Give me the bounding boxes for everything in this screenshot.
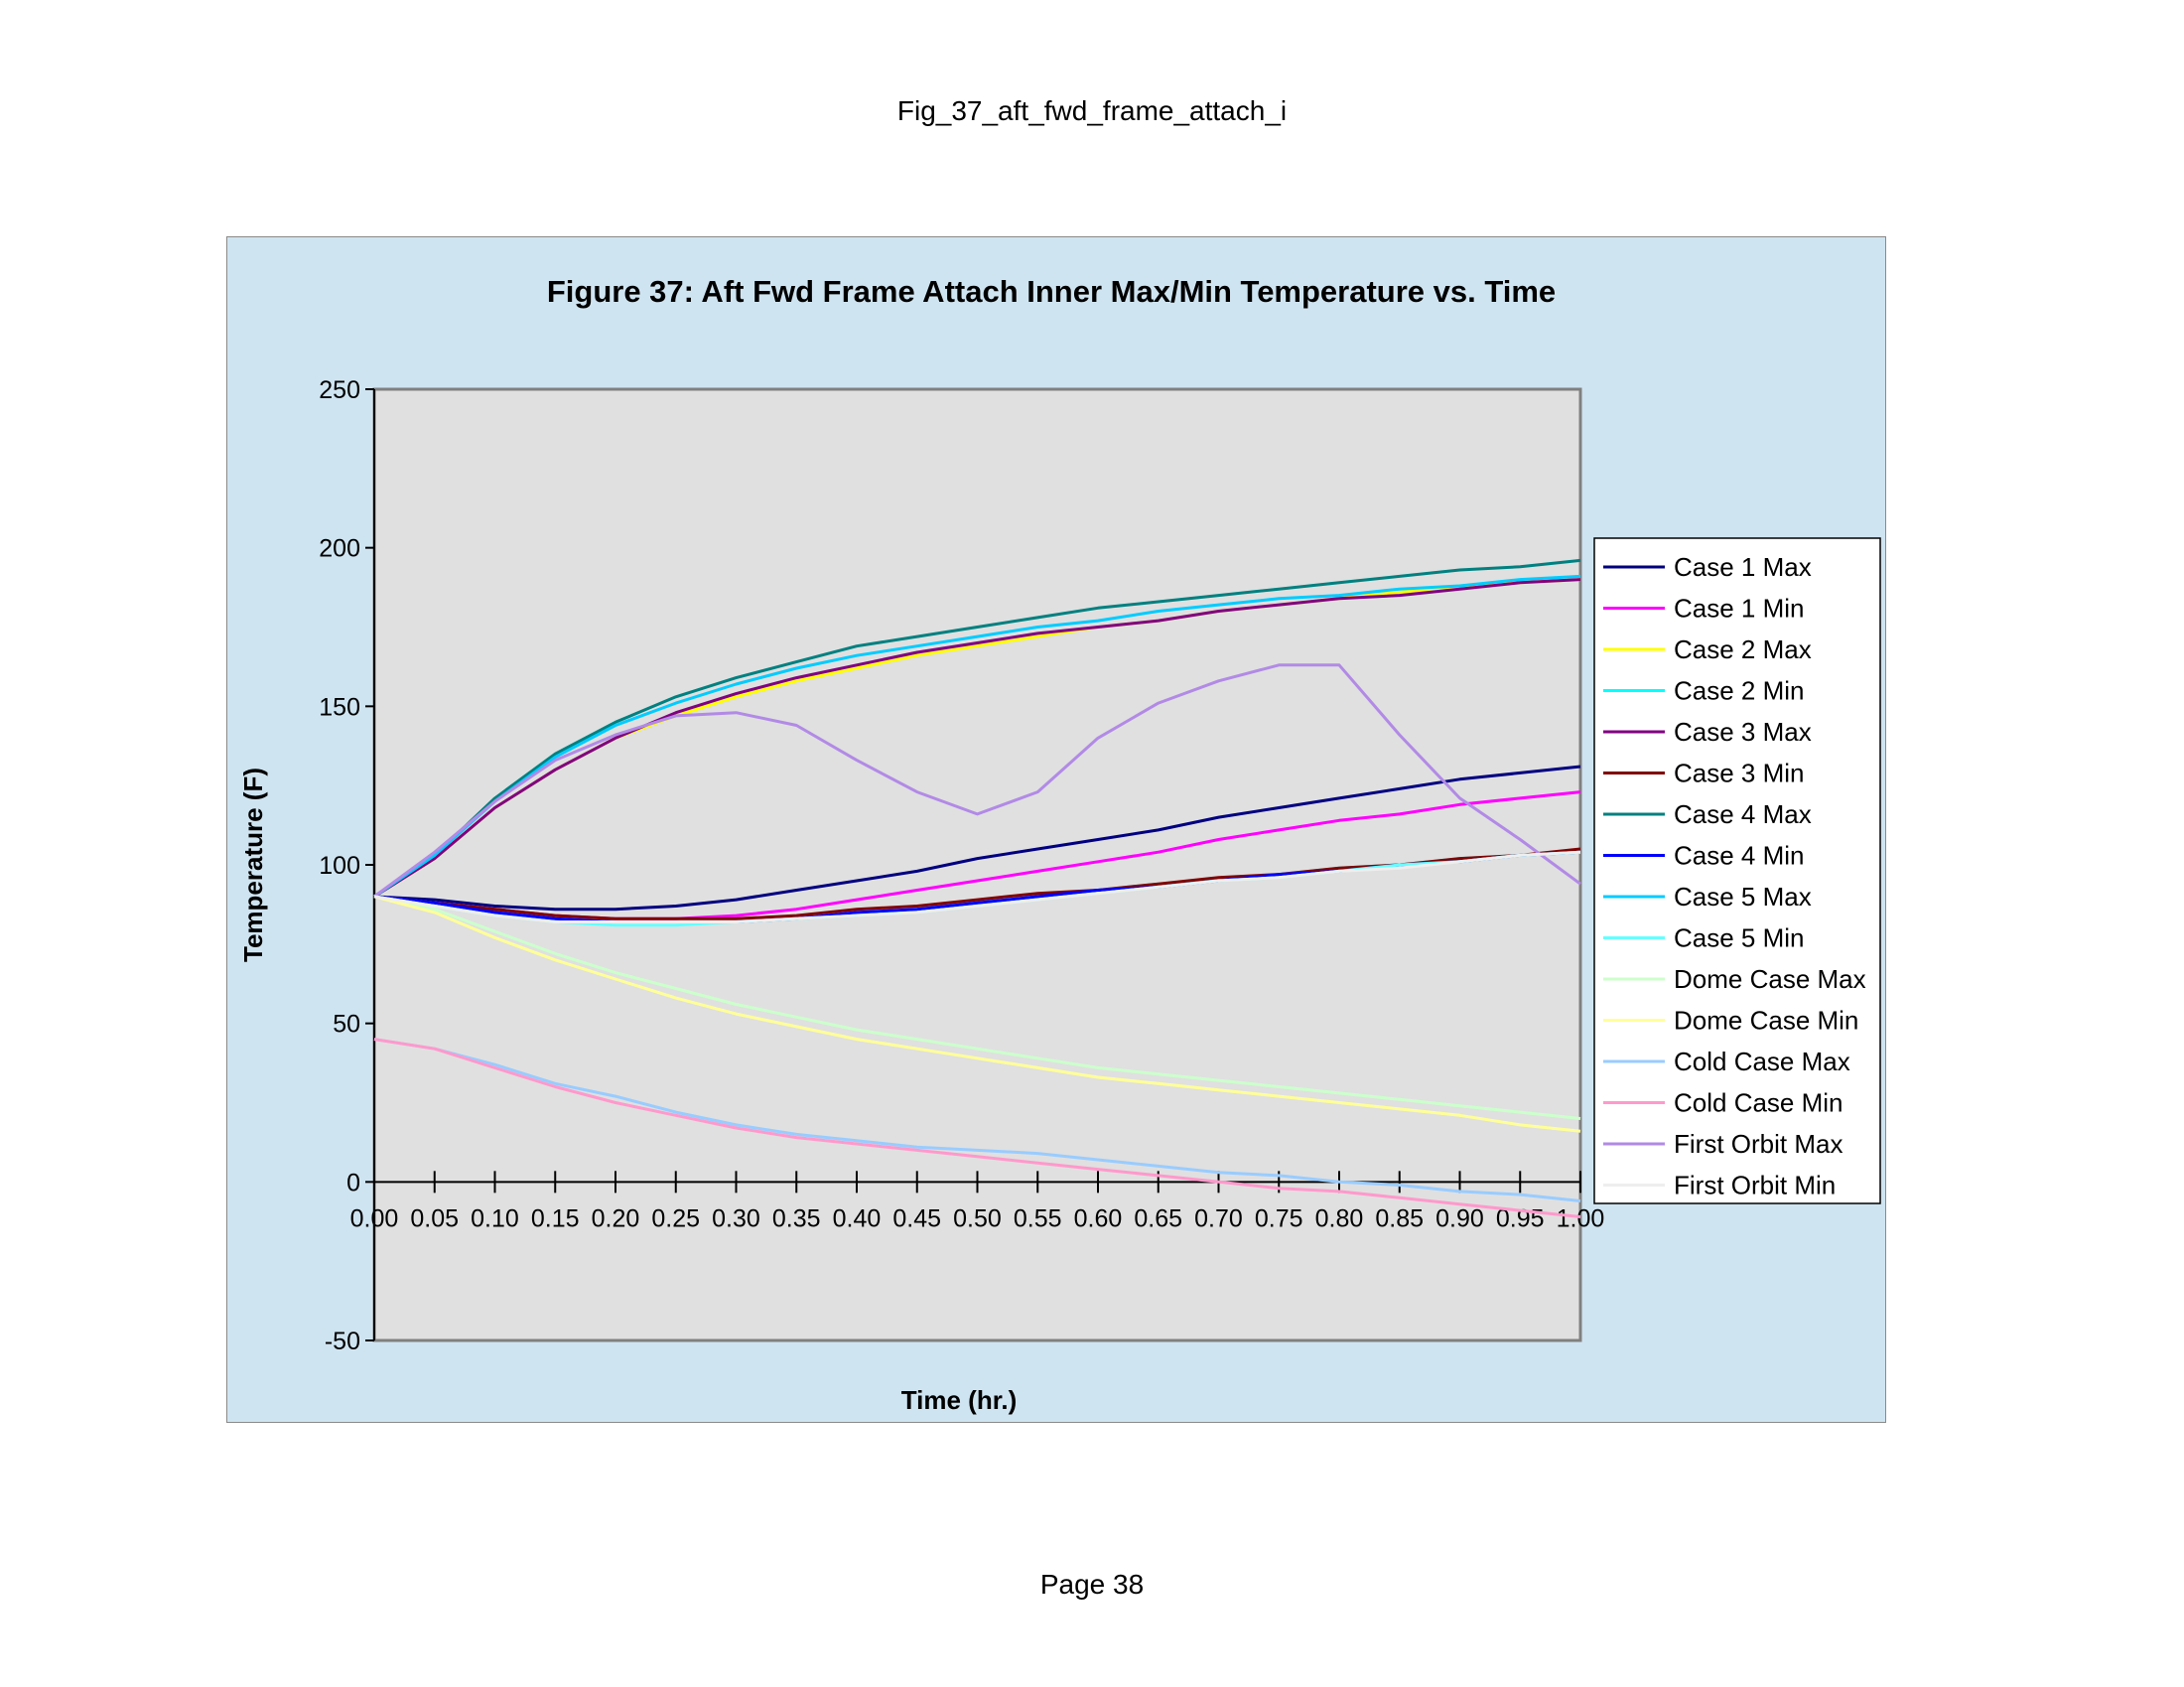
x-tick-label: 0.35 [772, 1204, 821, 1232]
series-line-case-4-max [373, 558, 1581, 899]
x-tick-label: 0.10 [471, 1204, 519, 1232]
series-line-cold-case-max [373, 1038, 1581, 1202]
legend-label-first-orbit-min: First Orbit Min [1674, 1171, 1836, 1200]
series-lines [373, 558, 1581, 1218]
x-axis-label: Time (hr.) [901, 1385, 1018, 1415]
series-line-dome-case-max [373, 895, 1581, 1120]
x-tick-label: 0.80 [1315, 1204, 1364, 1232]
x-tick-label: 0.90 [1435, 1204, 1484, 1232]
legend-label-case-5-max: Case 5 Max [1674, 882, 1812, 912]
series-line-first-orbit-min [373, 850, 1581, 923]
legend-label-case-5-min: Case 5 Min [1674, 923, 1805, 953]
legend-label-case-2-min: Case 2 Min [1674, 676, 1805, 706]
x-tick-label: 0.60 [1074, 1204, 1123, 1232]
chart-area: Figure 37: Aft Fwd Frame Attach Inner Ma… [226, 236, 1886, 1423]
legend-label-case-3-min: Case 3 Min [1674, 759, 1805, 788]
y-tick-label: 200 [319, 535, 360, 563]
series-line-dome-case-min [373, 895, 1581, 1133]
x-tick-label: 0.55 [1014, 1204, 1062, 1232]
x-tick-label: 0.05 [410, 1204, 459, 1232]
y-axis-label: Temperature (F) [238, 768, 268, 962]
legend-label-case-3-max: Case 3 Max [1674, 717, 1812, 747]
y-tick-label: -50 [325, 1328, 360, 1355]
line-chart: Figure 37: Aft Fwd Frame Attach Inner Ma… [238, 274, 1881, 1415]
legend-label-dome-case-max: Dome Case Max [1674, 964, 1866, 994]
x-tick-label: 0.20 [592, 1204, 640, 1232]
legend-label-first-orbit-max: First Orbit Max [1674, 1129, 1843, 1159]
page-footer: Page 38 [1039, 1569, 1145, 1600]
chart-title: Figure 37: Aft Fwd Frame Attach Inner Ma… [547, 274, 1556, 309]
x-tick-label: 0.70 [1194, 1204, 1243, 1232]
series-line-first-orbit-max [373, 663, 1581, 899]
x-tick-label: 0.40 [833, 1204, 882, 1232]
legend-label-cold-case-max: Cold Case Max [1674, 1047, 1850, 1076]
x-tick-label: 0.25 [651, 1204, 700, 1232]
x-tick-label: 0.75 [1255, 1204, 1303, 1232]
series-line-case-3-max [373, 578, 1581, 899]
page-header: Fig_37_aft_fwd_frame_attach_i [896, 95, 1288, 126]
x-tick-label: 1.00 [1557, 1204, 1605, 1232]
legend-label-case-1-min: Case 1 Min [1674, 594, 1805, 624]
x-tick-label: 0.15 [531, 1204, 580, 1232]
legend-label-case-2-max: Case 2 Max [1674, 634, 1812, 664]
x-tick-label: 0.30 [712, 1204, 760, 1232]
series-line-case-5-max [373, 574, 1581, 899]
series-line-case-1-max [373, 765, 1581, 912]
x-axis: 0.00 0.05 0.10 0.15 0.20 0.25 0.30 0.35 0.40 0.45… [350, 1171, 1605, 1232]
x-tick-label: 0.85 [1375, 1204, 1424, 1232]
x-tick-label: 0.45 [892, 1204, 941, 1232]
legend: Case 1 Max Case 1 Min Case 2 Max Case 2 Min… [1593, 537, 1881, 1204]
y-tick-label: 150 [319, 693, 360, 721]
legend-label-dome-case-min: Dome Case Min [1674, 1006, 1858, 1036]
legend-label-case-4-min: Case 4 Min [1674, 841, 1805, 871]
legend-label-case-1-max: Case 1 Max [1674, 552, 1812, 582]
y-tick-label: 250 [319, 376, 360, 404]
y-tick-label: 50 [333, 1011, 360, 1039]
y-tick-label: 100 [319, 852, 360, 880]
series-line-cold-case-min [373, 1038, 1581, 1218]
legend-label-cold-case-min: Cold Case Min [1674, 1088, 1843, 1118]
x-tick-label: 0.65 [1134, 1204, 1182, 1232]
legend-label-case-4-max: Case 4 Max [1674, 799, 1812, 829]
x-tick-label: 0.50 [953, 1204, 1002, 1232]
x-tick-label: 0.00 [350, 1204, 399, 1232]
y-tick-label: 0 [346, 1169, 360, 1196]
